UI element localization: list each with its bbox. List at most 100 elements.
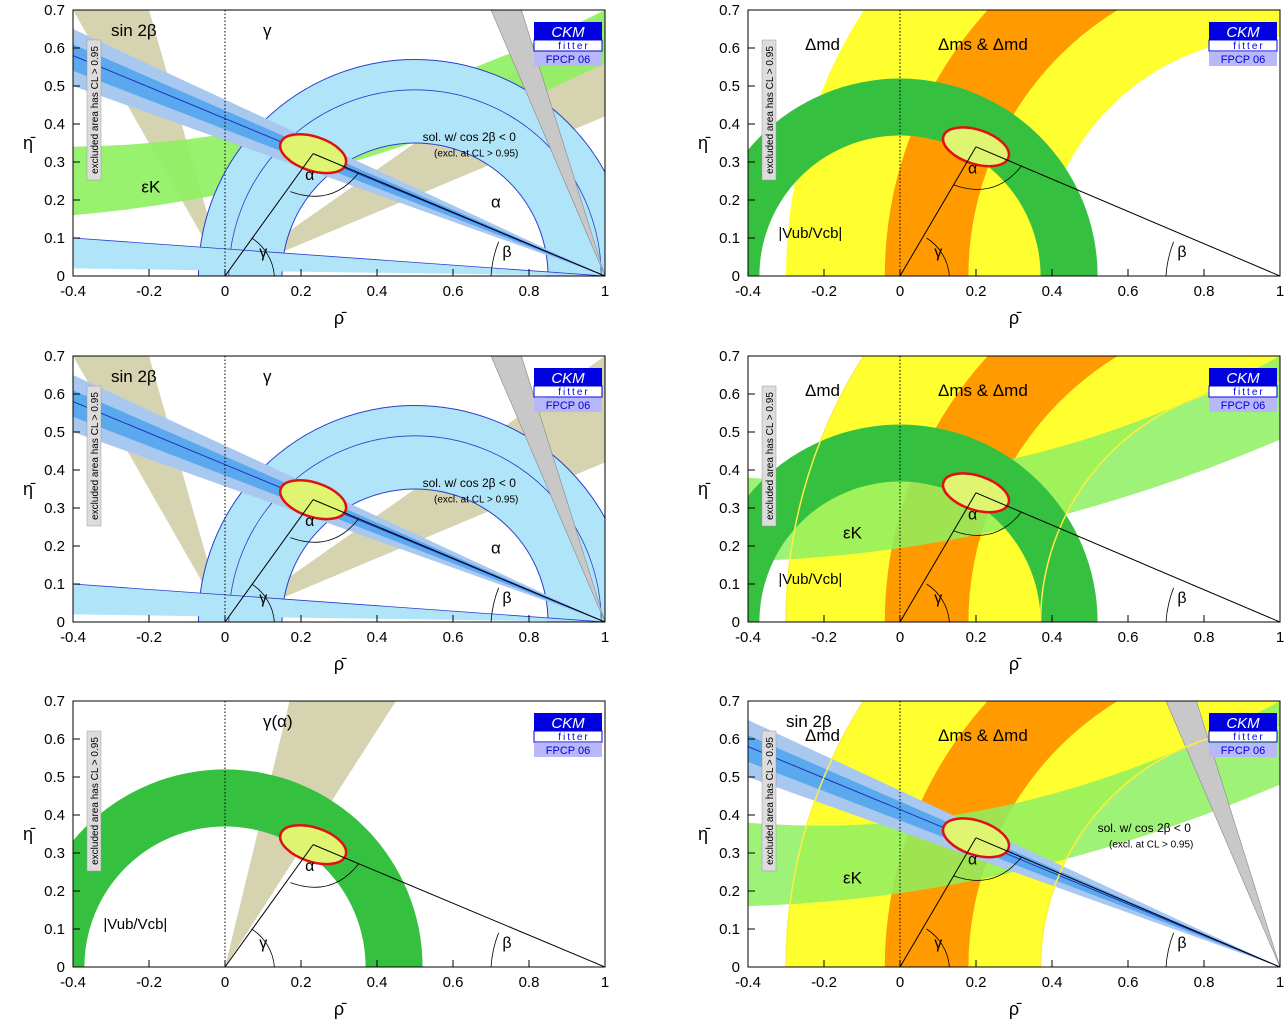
y-tick-label: 0.4 [44, 116, 65, 133]
dmd-label: Δmd [805, 726, 840, 745]
beta-label: β [502, 244, 511, 261]
x-tick-label: 0.8 [519, 629, 540, 646]
alpha-angle-arc [953, 856, 1022, 881]
y-tick-label: 0.3 [44, 500, 65, 517]
gamma-label: γ [263, 21, 272, 40]
y-axis-label: η̄ [698, 479, 711, 499]
logo-conf-text: FPCP 06 [546, 745, 590, 757]
y-axis-label: η̄ [23, 479, 36, 499]
x-axis-label: ρ̄ [334, 999, 347, 1019]
y-tick-label: 0.1 [44, 230, 65, 247]
x-tick-label: -0.4 [735, 629, 761, 646]
logo-ckm-box [1209, 713, 1277, 731]
logo-fitter-text: fitter [1233, 41, 1264, 52]
logo-conf-box [534, 743, 602, 757]
excluded-note: excluded area has CL > 0.95 [90, 392, 101, 520]
y-tick-label: 0.1 [44, 576, 65, 593]
y-tick-label: 0.3 [719, 154, 740, 171]
logo-fitter-text: fitter [558, 732, 589, 743]
beta-label: β [1177, 935, 1186, 952]
y-axis-label: η̄ [698, 824, 711, 844]
y-tick-label: 0.4 [719, 462, 740, 479]
vub-ring [73, 769, 423, 967]
vub-label: |Vub/Vcb| [778, 571, 842, 588]
gamma-angle-arc [926, 583, 950, 622]
vub-ring [748, 424, 1098, 622]
dmd-edge-line [1039, 381, 1280, 622]
triangle-left-side [224, 844, 314, 967]
panel-top-right: -0.4 -0.2 0 0.2 0.4 0.6 0.8 1 0 0.1 0.2 0.3 0.4 0.5 0.… [698, 2, 1284, 328]
y-tick-label: 0.5 [719, 769, 740, 786]
x-tick-label: 0.6 [443, 629, 464, 646]
alpha-lower-line [73, 583, 605, 622]
plot-frame [72, 355, 606, 623]
y-tick-label: 0.6 [44, 731, 65, 748]
panel-middle-left: -0.4 -0.2 0 0.2 0.4 0.6 0.8 1 0 0.1 0.2 0.3 0.4 0.5 0.… [23, 348, 609, 674]
logo-fitter-box [533, 730, 603, 743]
y-axis-label: η̄ [23, 824, 36, 844]
x-tick-label: 0.8 [1194, 974, 1215, 991]
dmd-label: Δmd [805, 35, 840, 54]
epsK-label: εK [141, 177, 161, 196]
gamma-label: γ [263, 367, 272, 386]
solution-note-cl: (excl. at CL > 0.95) [434, 494, 518, 505]
sin2b-inner-band [748, 735, 1280, 967]
excluded-note-box [761, 39, 777, 181]
alpha-small-label: α [305, 513, 314, 530]
gamma-small-label: γ [934, 935, 942, 952]
solution-note-cl: (excl. at CL > 0.95) [434, 148, 518, 159]
y-tick-label: 0.6 [44, 40, 65, 57]
excluded-note: excluded area has CL > 0.95 [90, 46, 101, 174]
triangle-left-side [899, 146, 977, 276]
logo-conf-box [534, 52, 602, 66]
beta-label: β [502, 590, 511, 607]
y-tick-label: 0.7 [719, 693, 740, 710]
y-tick-label: 0.7 [719, 348, 740, 365]
logo-ckm-text: CKM [1226, 370, 1260, 387]
y-tick-label: 0.3 [44, 845, 65, 862]
y-tick-label: 0.6 [44, 386, 65, 403]
alpha-small-label: α [305, 167, 314, 184]
triangle-right-side [975, 146, 1280, 276]
x-tick-label: -0.2 [136, 974, 162, 991]
triangle-left-side [224, 499, 314, 622]
x-axis-label: ρ̄ [1009, 654, 1022, 674]
y-tick-label: 0.3 [719, 845, 740, 862]
gamma-small-label: γ [259, 935, 267, 952]
beta-angle-arc [1165, 241, 1174, 276]
gamma-region [73, 10, 605, 276]
x-tick-label: 0.2 [291, 629, 312, 646]
y-tick-label: 0.2 [719, 883, 740, 900]
y-tick-label: 0.3 [44, 154, 65, 171]
logo-conf-box [534, 398, 602, 412]
triangle-right-side [975, 837, 1280, 967]
gamma-small-label: γ [934, 590, 942, 607]
y-tick-label: 0.5 [44, 424, 65, 441]
excluded-note: excluded area has CL > 0.95 [765, 46, 776, 174]
logo-conf-text: FPCP 06 [1221, 54, 1265, 66]
x-tick-label: 0 [896, 629, 904, 646]
x-tick-label: 0.8 [1194, 283, 1215, 300]
sin2b-outer-band [748, 720, 1280, 967]
beta-label: β [1177, 244, 1186, 261]
y-tick-label: 0.4 [719, 116, 740, 133]
y-tick-label: 0.6 [719, 731, 740, 748]
logo-ckm-text: CKM [551, 370, 585, 387]
excluded-note-box [86, 385, 102, 527]
x-tick-label: -0.4 [735, 283, 761, 300]
plot-area [73, 701, 605, 967]
panel-bottom-left: -0.4 -0.2 0 0.2 0.4 0.6 0.8 1 0 0.1 0.2 0.3 0.4 0.5 0.… [23, 693, 609, 1019]
y-tick-label: 0 [57, 959, 65, 976]
plot-area [73, 356, 605, 622]
x-axis-label: ρ̄ [1009, 308, 1022, 328]
logo-fitter-text: fitter [1233, 732, 1264, 743]
x-tick-label: 0 [896, 974, 904, 991]
excluded-note-box [761, 385, 777, 527]
alpha-ring [198, 405, 605, 622]
x-tick-label: 0.6 [1118, 283, 1139, 300]
alpha-inner-arc [281, 488, 549, 622]
y-tick-label: 0.1 [719, 230, 740, 247]
x-tick-label: 1 [601, 974, 609, 991]
plot-frame [747, 9, 1281, 277]
logo-conf-text: FPCP 06 [1221, 400, 1265, 412]
